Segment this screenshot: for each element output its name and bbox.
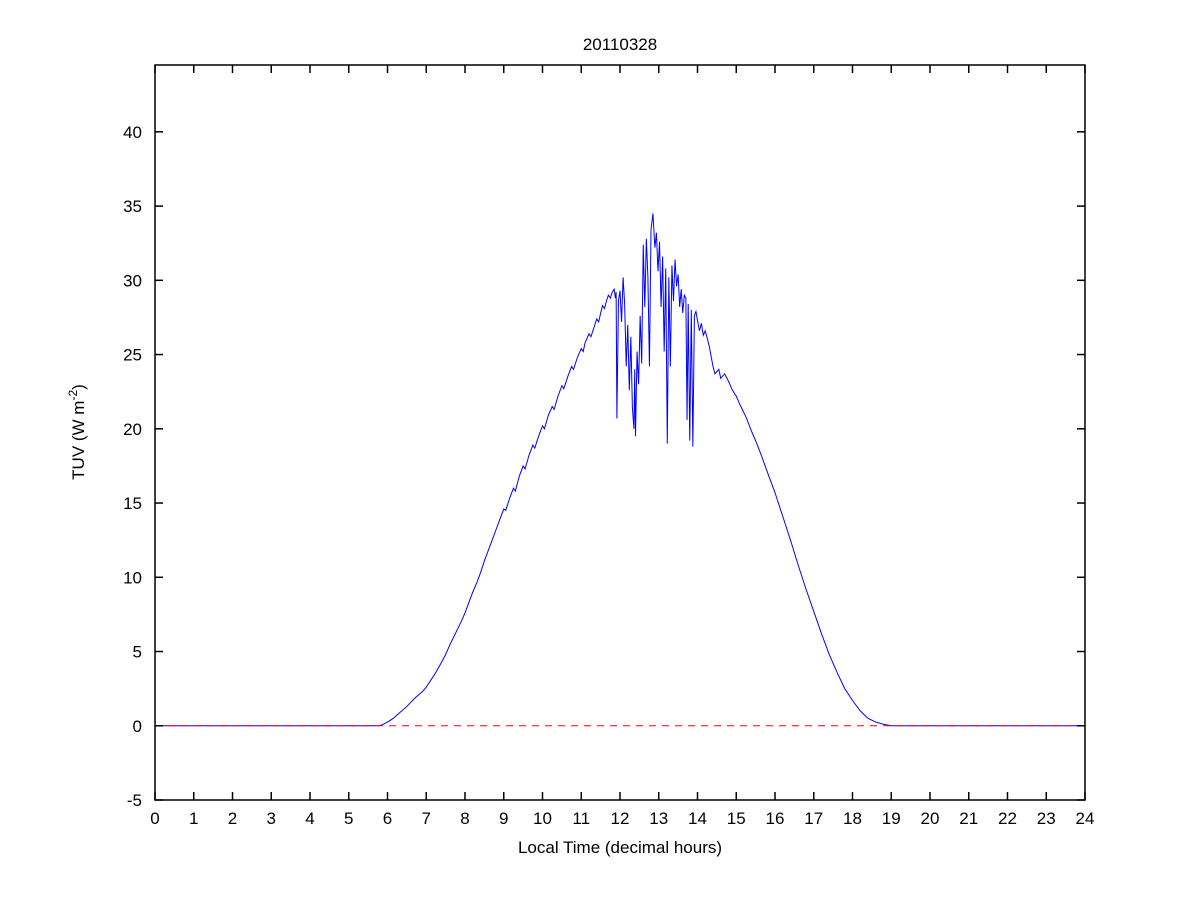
x-tick-label: 22 <box>998 809 1017 828</box>
x-tick-label: 9 <box>499 809 508 828</box>
x-tick-label: 7 <box>422 809 431 828</box>
x-tick-label: 16 <box>766 809 785 828</box>
series-group <box>155 213 1085 727</box>
x-tick-label: 17 <box>804 809 823 828</box>
x-tick-label: 24 <box>1076 809 1095 828</box>
x-tick-label: 1 <box>189 809 198 828</box>
x-tick-label: 14 <box>688 809 707 828</box>
x-tick-label: 4 <box>305 809 314 828</box>
y-tick-label: 40 <box>123 123 142 142</box>
series-tuv-irradiance <box>155 213 1085 727</box>
x-tick-label: 15 <box>727 809 746 828</box>
x-tick-label: 6 <box>383 809 392 828</box>
y-tick-label: 25 <box>123 346 142 365</box>
x-tick-label: 20 <box>921 809 940 828</box>
x-tick-label: 18 <box>843 809 862 828</box>
y-tick-label: 15 <box>123 494 142 513</box>
y-tick-label: 0 <box>133 717 142 736</box>
x-tick-label: 19 <box>882 809 901 828</box>
tick-labels-group: 0 1 2 3 4 5 6 7 8 9 10 11 12 13 14 15 16 17 18 19 20 21 22 23 24… <box>123 123 1094 828</box>
x-tick-label: 5 <box>344 809 353 828</box>
y-tick-label: 35 <box>123 197 142 216</box>
y-tick-label: 20 <box>123 420 142 439</box>
x-tick-label: 11 <box>572 809 590 828</box>
chart-title: 20110328 <box>583 35 657 54</box>
x-axis-label: Local Time (decimal hours) <box>518 838 722 857</box>
ticks-group <box>154 65 1086 801</box>
axes-box <box>154 64 1086 801</box>
y-tick-label: 10 <box>123 568 142 587</box>
x-tick-label: 13 <box>649 809 668 828</box>
x-tick-label: 10 <box>533 809 552 828</box>
y-tick-label: 5 <box>133 643 142 662</box>
x-tick-label: 3 <box>267 809 276 828</box>
x-tick-label: 23 <box>1037 809 1056 828</box>
x-tick-label: 0 <box>150 809 159 828</box>
y-tick-label: -5 <box>127 791 142 810</box>
x-tick-label: 12 <box>611 809 630 828</box>
x-tick-label: 2 <box>228 809 237 828</box>
x-tick-label: 21 <box>959 809 978 828</box>
y-axis-label: TUV (W m-2) <box>66 384 88 480</box>
x-tick-label: 8 <box>460 809 469 828</box>
y-tick-label: 30 <box>123 271 142 290</box>
